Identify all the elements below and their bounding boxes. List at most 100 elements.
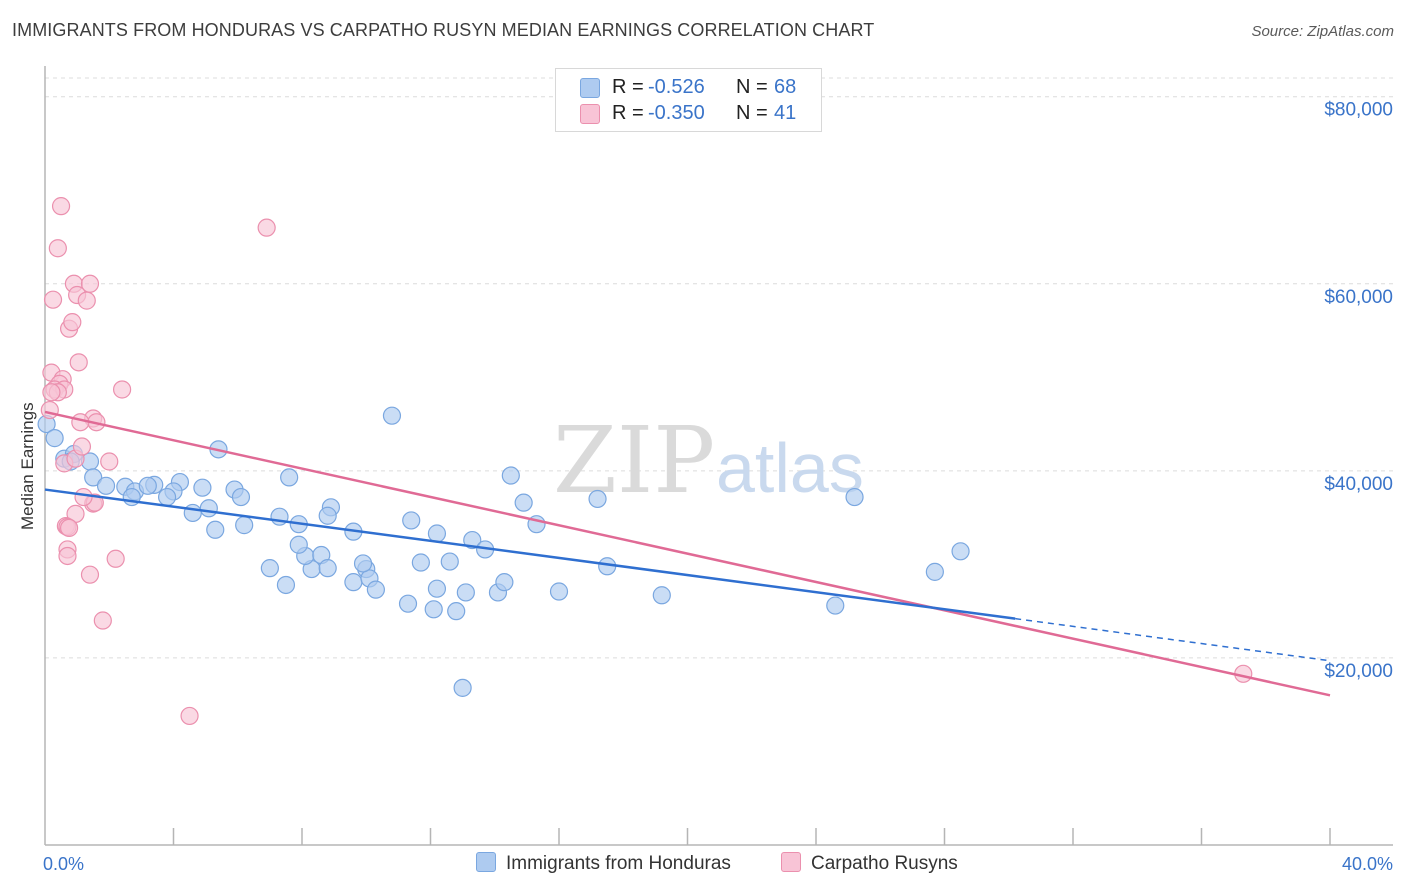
carpatho-point-8 — [63, 313, 82, 332]
legend-swatch-blue — [580, 78, 600, 98]
trend-line-honduras-extension — [1015, 617, 1331, 662]
trend-lines — [44, 410, 1331, 697]
honduras-point-67 — [951, 542, 970, 561]
legend-n-value: 68 — [774, 76, 797, 98]
honduras-point-45 — [398, 594, 418, 613]
honduras-point-37 — [289, 535, 308, 554]
legend-r-label: R = — [612, 76, 644, 98]
honduras-point-24 — [206, 520, 225, 539]
honduras-point-8 — [96, 476, 116, 495]
honduras-point-56 — [514, 493, 533, 512]
honduras-point-50 — [440, 552, 459, 571]
honduras-point-33 — [260, 559, 279, 578]
carpatho-point-28 — [59, 518, 79, 538]
honduras-point-58 — [495, 573, 514, 592]
carpatho-point-34 — [180, 706, 199, 726]
honduras-point-16 — [193, 478, 212, 497]
honduras-point-63 — [453, 678, 472, 697]
legend-n-label: N = — [736, 102, 768, 124]
carpatho-point-33 — [93, 611, 112, 630]
legend-n-value: 41 — [774, 102, 797, 124]
legend-r-value: -0.526 — [648, 76, 705, 98]
trend-line-carpatho — [44, 410, 1331, 697]
legend-swatch-pink — [580, 104, 600, 124]
bottom-legend-label-carpatho: Carpatho Rusyns — [811, 853, 958, 874]
carpatho-point-18 — [112, 380, 132, 399]
honduras-point-60 — [588, 489, 607, 509]
honduras-point-20 — [183, 503, 202, 523]
honduras-point-12 — [138, 476, 157, 495]
y-tick-label-1: $40,000 — [1324, 474, 1393, 495]
watermark-zip: ZIP — [553, 407, 715, 514]
honduras-point-43 — [366, 580, 385, 599]
honduras-point-47 — [427, 579, 447, 598]
carpatho-point-6 — [77, 291, 96, 310]
honduras-point-66 — [925, 562, 944, 581]
x-tick-right: 40.0% — [1342, 854, 1393, 874]
carpatho-point-2 — [43, 290, 63, 309]
series-carpatho-points — [40, 197, 1253, 726]
honduras-point-18 — [231, 487, 251, 507]
honduras-point-40 — [344, 573, 363, 592]
carpatho-point-35 — [257, 218, 276, 237]
carpatho-point-9 — [69, 353, 88, 372]
honduras-point-49 — [447, 602, 466, 621]
honduras-point-22 — [235, 516, 254, 535]
honduras-point-26 — [318, 506, 337, 525]
bottom-legend-carpatho: Carpatho Rusyns — [781, 852, 958, 875]
honduras-point-46 — [424, 600, 443, 619]
bottom-legend-swatch-pink — [781, 852, 801, 872]
carpatho-point-17 — [40, 400, 59, 420]
honduras-point-39 — [318, 559, 337, 578]
honduras-point-53 — [456, 583, 475, 602]
honduras-point-1 — [45, 429, 64, 448]
honduras-point-29 — [427, 524, 447, 543]
chart-title: IMMIGRANTS FROM HONDURAS VS CARPATHO RUS… — [12, 20, 875, 40]
honduras-point-35 — [276, 575, 296, 595]
legend: R = -0.526 N = 68 R = -0.350 N = 41 — [555, 68, 822, 132]
y-tick-label-3: $80,000 — [1324, 100, 1393, 121]
watermark-atlas: atlas — [716, 429, 864, 507]
y-tick-label-0: $20,000 — [1324, 661, 1393, 682]
y-tick-label-2: $60,000 — [1324, 287, 1393, 308]
y-tick-labels: $20,000 $40,000 $60,000 $80,000 — [1324, 100, 1393, 682]
legend-row-carpatho: R = -0.350 N = 41 — [556, 102, 821, 126]
honduras-point-15 — [157, 487, 177, 507]
legend-row-honduras: R = -0.526 N = 68 — [556, 76, 821, 100]
honduras-point-44 — [353, 554, 373, 573]
carpatho-point-0 — [51, 197, 71, 216]
x-tick-left: 0.0% — [43, 854, 84, 874]
carpatho-point-30 — [58, 546, 77, 566]
gridlines — [45, 77, 1393, 659]
source-label: Source: ZipAtlas.com — [1251, 23, 1394, 40]
honduras-point-62 — [652, 586, 671, 605]
bottom-legend-swatch-blue — [476, 852, 496, 872]
y-axis-label: Median Earnings — [18, 402, 37, 530]
honduras-point-59 — [549, 582, 569, 601]
bottom-legend-honduras: Immigrants from Honduras — [476, 852, 731, 875]
honduras-point-30 — [280, 468, 299, 487]
honduras-point-28 — [402, 511, 421, 530]
honduras-point-6 — [84, 468, 103, 487]
carpatho-point-16 — [42, 383, 61, 402]
honduras-point-48 — [411, 553, 430, 572]
bottom-legend-label-honduras: Immigrants from Honduras — [506, 853, 731, 874]
carpatho-point-32 — [80, 565, 100, 584]
legend-r-value: -0.350 — [648, 102, 705, 124]
watermark: ZIP atlas — [553, 407, 864, 514]
honduras-point-65 — [845, 487, 864, 507]
honduras-point-32 — [382, 406, 402, 425]
carpatho-point-1 — [48, 239, 67, 258]
honduras-point-51 — [463, 530, 482, 550]
honduras-point-19 — [199, 499, 218, 518]
axes — [44, 66, 1393, 846]
carpatho-point-37 — [100, 452, 119, 471]
legend-r-label: R = — [612, 102, 644, 124]
carpatho-point-36 — [74, 487, 93, 507]
carpatho-point-38 — [72, 437, 92, 456]
trend-line-honduras — [44, 488, 1016, 620]
legend-n-label: N = — [736, 76, 768, 98]
carpatho-point-31 — [106, 549, 125, 568]
honduras-point-64 — [826, 596, 845, 615]
